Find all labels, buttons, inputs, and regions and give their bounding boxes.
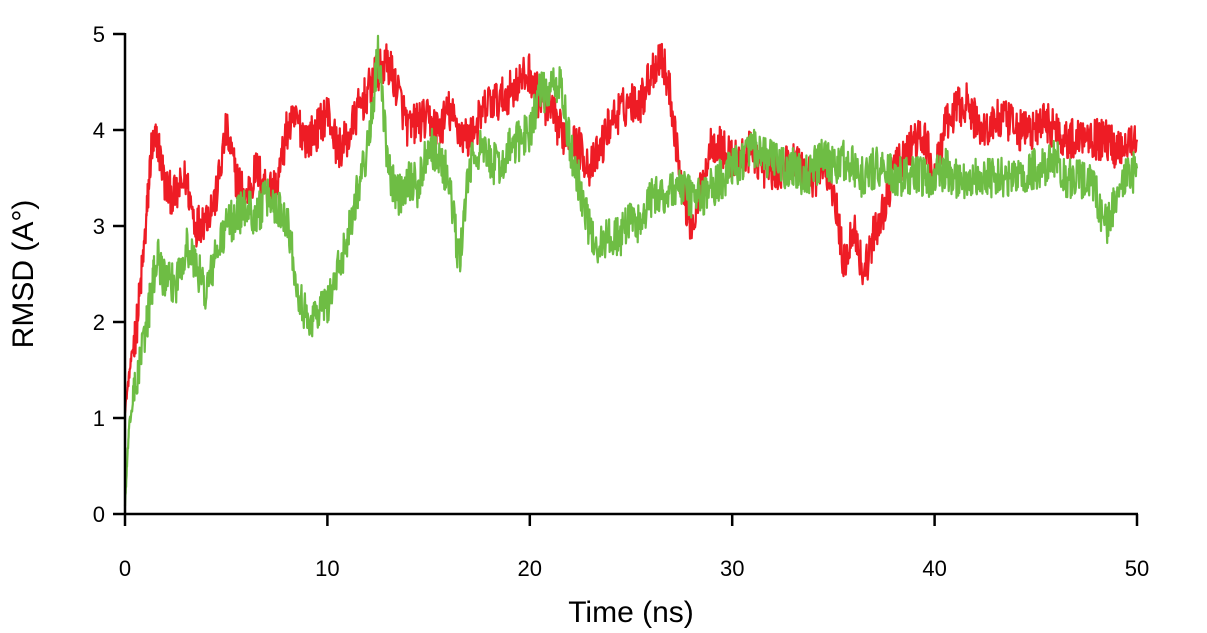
y-tick-label: 1 — [93, 406, 105, 431]
x-tick-label: 30 — [720, 556, 744, 581]
x-axis-ticks: 0 10 20 30 40 50 — [119, 514, 1149, 581]
y-axis-title: RMSD (A°) — [7, 200, 40, 349]
series-line-1 — [123, 42, 1139, 414]
y-tick-label: 2 — [93, 310, 105, 335]
series-layer — [123, 34, 1139, 507]
x-axis-title: Time (ns) — [568, 596, 694, 629]
y-tick-label: 5 — [93, 22, 105, 47]
x-tick-label: 50 — [1125, 556, 1149, 581]
y-tick-label: 4 — [93, 118, 105, 143]
x-tick-label: 40 — [922, 556, 946, 581]
y-tick-label: 0 — [93, 502, 105, 527]
x-tick-label: 20 — [518, 556, 542, 581]
y-tick-label: 3 — [93, 214, 105, 239]
x-tick-label: 10 — [315, 556, 339, 581]
series-line-2 — [123, 34, 1139, 507]
x-tick-label: 0 — [119, 556, 131, 581]
y-axis-ticks: 0 1 2 3 4 5 — [93, 22, 125, 527]
